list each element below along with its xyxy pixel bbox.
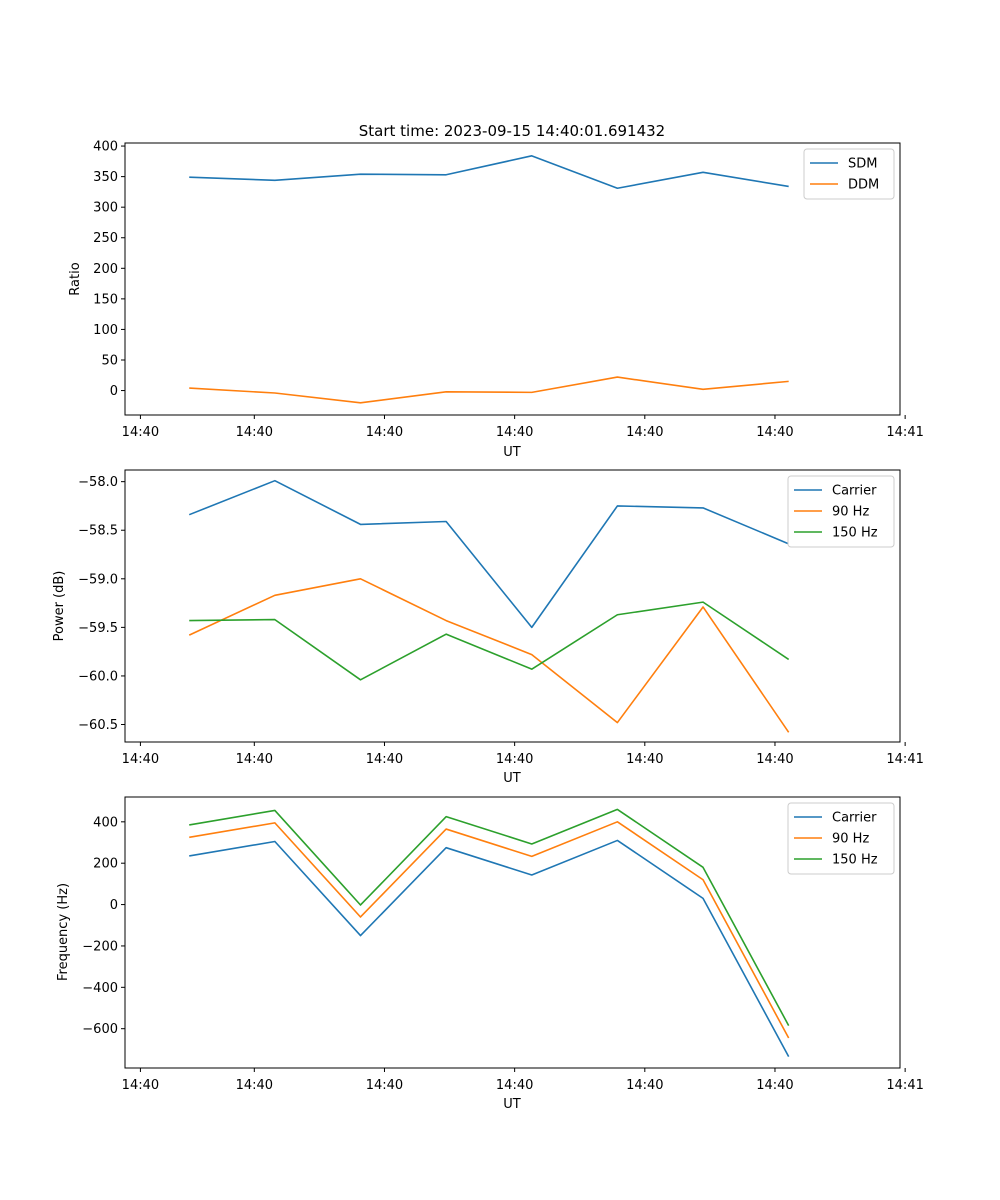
y-tick-label: −58.5 [78, 524, 118, 539]
legend-label: Carrier [832, 811, 877, 826]
legend-label: DDM [848, 178, 879, 193]
legend-label: 90 Hz [832, 832, 869, 847]
y-tick-label: −400 [82, 981, 118, 996]
legend-label: 90 Hz [832, 505, 869, 520]
x-tick-label: 14:40 [236, 1078, 273, 1093]
legend: SDM DDM [803, 148, 895, 200]
series-line-sdm [189, 155, 789, 190]
x-tick-label: 14:40 [626, 425, 663, 440]
y-tick-label: 250 [93, 231, 118, 246]
series-line-carrier [189, 839, 790, 1058]
series-line-carrier [188, 479, 789, 629]
legend-label: Carrier [832, 484, 877, 499]
y-axis-label: Power (dB) [52, 571, 67, 642]
x-axis-label: UT [503, 771, 521, 786]
y-tick-label: 50 [101, 353, 118, 368]
y-tick-label: −200 [82, 939, 118, 954]
x-tick-label: 14:40 [626, 1078, 663, 1093]
plot-lines [189, 155, 789, 404]
y-axis-label: Ratio [68, 262, 83, 295]
x-tick-label: 14:41 [886, 1078, 923, 1093]
y-tick-label: −59.5 [78, 621, 118, 636]
y-tick-label: 150 [93, 292, 118, 307]
x-tick-label: 14:40 [366, 752, 403, 767]
y-tick-label: 400 [93, 140, 118, 155]
y-tick-label: 350 [93, 170, 118, 185]
x-tick-label: 14:40 [756, 752, 793, 767]
y-tick-label: 300 [93, 201, 118, 216]
y-tick-label: 100 [93, 323, 118, 338]
x-tick-label: 14:40 [236, 425, 273, 440]
x-tick-label: 14:40 [122, 425, 159, 440]
series-line-ddm [189, 376, 789, 404]
y-tick-label: −58.0 [78, 475, 118, 490]
x-tick-label: 14:40 [756, 425, 793, 440]
axes-ticks: −60.5 −60.0 −59.5 −59.0 −58.5 −58.0 14:40 14:40… [78, 475, 924, 767]
y-tick-label: −60.5 [78, 718, 118, 733]
legend-label: 150 Hz [832, 853, 878, 868]
x-axis-label: UT [503, 445, 521, 460]
axes-frame [124, 796, 901, 1069]
legend-box [787, 802, 895, 875]
legend-box [787, 475, 895, 548]
y-tick-label: 0 [110, 384, 118, 399]
legend: Carrier 90 Hz 150 Hz [787, 802, 895, 875]
x-tick-label: 14:40 [122, 1078, 159, 1093]
y-tick-label: 0 [110, 898, 118, 913]
x-tick-label: 14:40 [366, 1078, 403, 1093]
x-tick-label: 14:40 [496, 1078, 533, 1093]
chart-power: −60.5 −60.0 −59.5 −59.0 −58.5 −58.0 14:40 14:40… [52, 469, 924, 786]
axes-frame [124, 142, 901, 416]
series-line-90-hz [189, 821, 790, 1039]
x-tick-label: 14:40 [496, 425, 533, 440]
x-tick-label: 14:41 [886, 752, 923, 767]
axes-ticks: 0 50 100 150 200 250 300 350 400 14:40 14:40 14:40 1… [93, 140, 924, 440]
y-axis-label: Frequency (Hz) [56, 883, 71, 981]
y-tick-label: −60.0 [78, 669, 118, 684]
x-axis-label: UT [503, 1097, 521, 1112]
axes-ticks: −600 −400 −200 0 200 400 14:40 14:40 14:40 14:40 1… [82, 815, 924, 1093]
plot-lines [188, 479, 790, 733]
axes-frame [124, 469, 901, 743]
x-tick-label: 14:40 [366, 425, 403, 440]
x-tick-label: 14:40 [122, 752, 159, 767]
series-line-150-hz [189, 601, 790, 681]
x-tick-label: 14:41 [886, 425, 923, 440]
x-tick-label: 14:40 [756, 1078, 793, 1093]
legend-box [803, 148, 895, 200]
x-tick-label: 14:40 [236, 752, 273, 767]
plot-lines [189, 808, 790, 1058]
y-tick-label: 400 [93, 815, 118, 830]
chart-frequency: −600 −400 −200 0 200 400 14:40 14:40 14:40 14:40 1… [56, 796, 924, 1112]
x-tick-label: 14:40 [496, 752, 533, 767]
series-line-150-hz [189, 808, 790, 1026]
y-tick-label: 200 [93, 262, 118, 277]
chart-ratio: Start time: 2023-09-15 14:40:01.691432 0… [68, 122, 924, 460]
series-line-90-hz [188, 577, 790, 733]
legend: Carrier 90 Hz 150 Hz [787, 475, 895, 548]
legend-label: SDM [848, 157, 877, 172]
x-tick-label: 14:40 [626, 752, 663, 767]
legend-label: 150 Hz [832, 526, 878, 541]
y-tick-label: −59.0 [78, 572, 118, 587]
chart-title: Start time: 2023-09-15 14:40:01.691432 [359, 122, 665, 140]
y-tick-label: 200 [93, 857, 118, 872]
y-tick-label: −600 [82, 1022, 118, 1037]
